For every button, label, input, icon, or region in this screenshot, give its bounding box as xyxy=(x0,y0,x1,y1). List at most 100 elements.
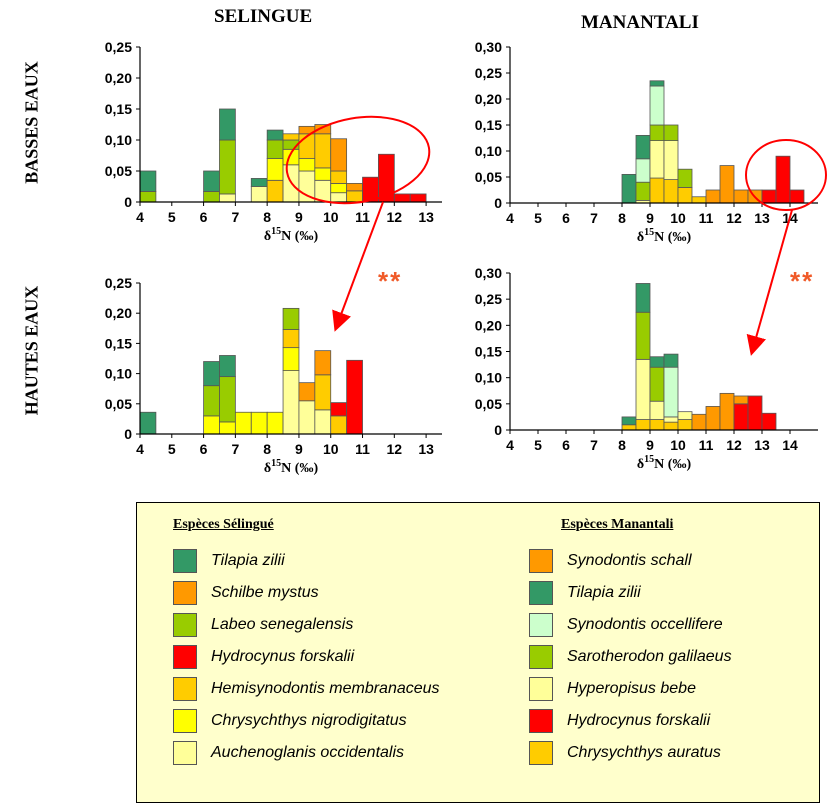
x-axis-label: δ15N (‰) xyxy=(264,226,319,244)
chart-selingue-basses-eaux: 0 0,05 0,10 0,15 0,20 0,25 4 5 6 7 8 9 10 11 12 13 δ15N … xyxy=(105,39,442,244)
x-tick-label: 5 xyxy=(534,437,542,453)
x-tick-label: 12 xyxy=(726,210,742,226)
legend-item: Synodontis occellifere xyxy=(529,609,732,641)
title-selingue: SELINGUE xyxy=(214,6,313,27)
y-tick-label: 0,25 xyxy=(475,291,502,307)
bar-segment-ss_m xyxy=(733,395,749,405)
bar-segment-ls_s xyxy=(219,376,236,423)
legend-item: Sarotherodon galilaeus xyxy=(529,641,732,673)
x-tick-label: 6 xyxy=(200,441,208,457)
legend-swatch xyxy=(529,581,553,605)
x-tick-label: 12 xyxy=(387,441,403,457)
legend-swatch xyxy=(529,709,553,733)
bar-segment-ao_s xyxy=(282,370,300,435)
legend-swatch xyxy=(173,581,197,605)
histogram-panels: 0 0,05 0,10 0,15 0,20 0,25 4 5 6 7 8 9 10 11 12 13 δ15N … xyxy=(105,39,827,476)
x-tick-label: 5 xyxy=(168,209,176,225)
bar-segment-tz_s xyxy=(203,361,220,387)
bar-segment-hf_m xyxy=(747,395,763,431)
x-tick-label: 11 xyxy=(699,210,714,226)
bar-segment-ss_m xyxy=(719,392,735,431)
legend-item: Synodontis schall xyxy=(529,545,732,577)
y-tick-label: 0 xyxy=(124,194,132,210)
x-tick-label: 9 xyxy=(295,209,303,225)
legend-label: Synodontis occellifere xyxy=(567,616,723,633)
x-tick-label: 12 xyxy=(387,209,403,225)
y-tick-label: 0,20 xyxy=(105,305,132,321)
bar-segment-sg_m xyxy=(635,181,651,201)
x-tick-label: 10 xyxy=(323,441,339,457)
y-tick-label: 0 xyxy=(494,422,502,438)
x-tick-label: 6 xyxy=(562,210,570,226)
bar-segment-hf_s xyxy=(330,402,348,417)
bar-segment-hm_s xyxy=(330,415,348,435)
legend-swatch xyxy=(173,613,197,637)
legend-swatch xyxy=(529,741,553,765)
bar-segment-ss_m xyxy=(705,189,721,204)
y-tick-label: 0,10 xyxy=(475,370,502,386)
x-tick-label: 11 xyxy=(355,441,370,457)
bar-segment-ca_m xyxy=(663,179,679,204)
x-tick-label: 10 xyxy=(670,437,686,453)
x-tick-label: 10 xyxy=(323,209,339,225)
x-tick-label: 8 xyxy=(263,441,271,457)
bar-segment-hb_m xyxy=(663,416,679,423)
legend-item: Hydrocynus forskalii xyxy=(173,641,440,673)
x-tick-label: 8 xyxy=(618,437,626,453)
x-tick-label: 4 xyxy=(506,210,514,226)
bar-segment-hf_m xyxy=(789,189,805,204)
bar-segment-hm_s xyxy=(346,190,363,203)
y-tick-label: 0,15 xyxy=(105,335,132,351)
legend-item: Tilapia zilii xyxy=(173,545,440,577)
bar-segment-ao_s xyxy=(314,409,332,435)
legend-label: Hydrocynus forskalii xyxy=(211,648,355,665)
significance-stars-selingue: ** xyxy=(378,266,403,296)
bar-segment-sg_m xyxy=(677,168,693,188)
bar-segment-ca_m xyxy=(677,419,693,431)
legend-label: Sarotherodon galilaeus xyxy=(567,648,732,665)
bar-segment-tz_m xyxy=(635,134,651,160)
x-axis-label: δ15N (‰) xyxy=(264,458,319,476)
legend-label: Tilapia zilii xyxy=(567,584,641,601)
bar-segment-hb_m xyxy=(663,140,679,181)
x-tick-label: 4 xyxy=(136,441,144,457)
bar-segment-sg_m xyxy=(635,311,651,360)
x-tick-label: 7 xyxy=(590,437,598,453)
bar-segment-hf_m xyxy=(733,403,749,431)
highlight-ellipse-selingue xyxy=(285,115,431,205)
title-manantali: MANANTALI xyxy=(581,12,699,33)
bar-segment-tz_s xyxy=(250,178,268,187)
bar-segment-tz_m xyxy=(649,80,665,87)
bar-segment-ss_m xyxy=(719,165,735,204)
legend-swatch xyxy=(529,613,553,637)
legend-swatch xyxy=(173,677,197,701)
bar-segment-tz_s xyxy=(219,355,236,378)
x-tick-label: 5 xyxy=(534,210,542,226)
y-tick-label: 0,15 xyxy=(105,101,132,117)
legend-item: Labeo senegalensis xyxy=(173,609,440,641)
x-tick-label: 6 xyxy=(200,209,208,225)
arrow-manantali xyxy=(746,209,793,356)
legend-selingue-items: Tilapia zilii Schilbe mystus Labeo senegal… xyxy=(173,545,440,769)
y-tick-label: 0,05 xyxy=(105,396,132,412)
bar-segment-ls_s xyxy=(266,139,284,160)
legend-label: Labeo senegalensis xyxy=(211,616,354,633)
bar-segment-cn_s xyxy=(298,158,316,172)
x-tick-label: 7 xyxy=(231,441,239,457)
legend-label: Synodontis schall xyxy=(567,552,692,569)
bar-segment-hf_s xyxy=(393,193,411,203)
bar-segment-tz_m xyxy=(649,356,665,368)
y-tick-label: 0,10 xyxy=(475,143,502,159)
x-tick-label: 11 xyxy=(355,209,370,225)
legend-swatch xyxy=(529,677,553,701)
legend-item: Chrysychthys auratus xyxy=(529,737,732,769)
chart-selingue-hautes-eaux: 0 0,05 0,10 0,15 0,20 0,25 4 5 6 7 8 9 10 11 12 13 δ15N … xyxy=(105,275,442,476)
legend-manantali: Espèces Manantali Synodontis schall Tilap… xyxy=(529,517,732,769)
bar-segment-sm_s xyxy=(314,124,332,135)
bar-segment-hf_m xyxy=(761,412,777,431)
bar-segment-cn_s xyxy=(219,421,236,435)
bar-segment-cn_s xyxy=(314,167,332,181)
y-tick-label: 0,30 xyxy=(475,39,502,55)
bar-segment-cn_s xyxy=(250,411,268,435)
x-tick-label: 9 xyxy=(646,437,654,453)
